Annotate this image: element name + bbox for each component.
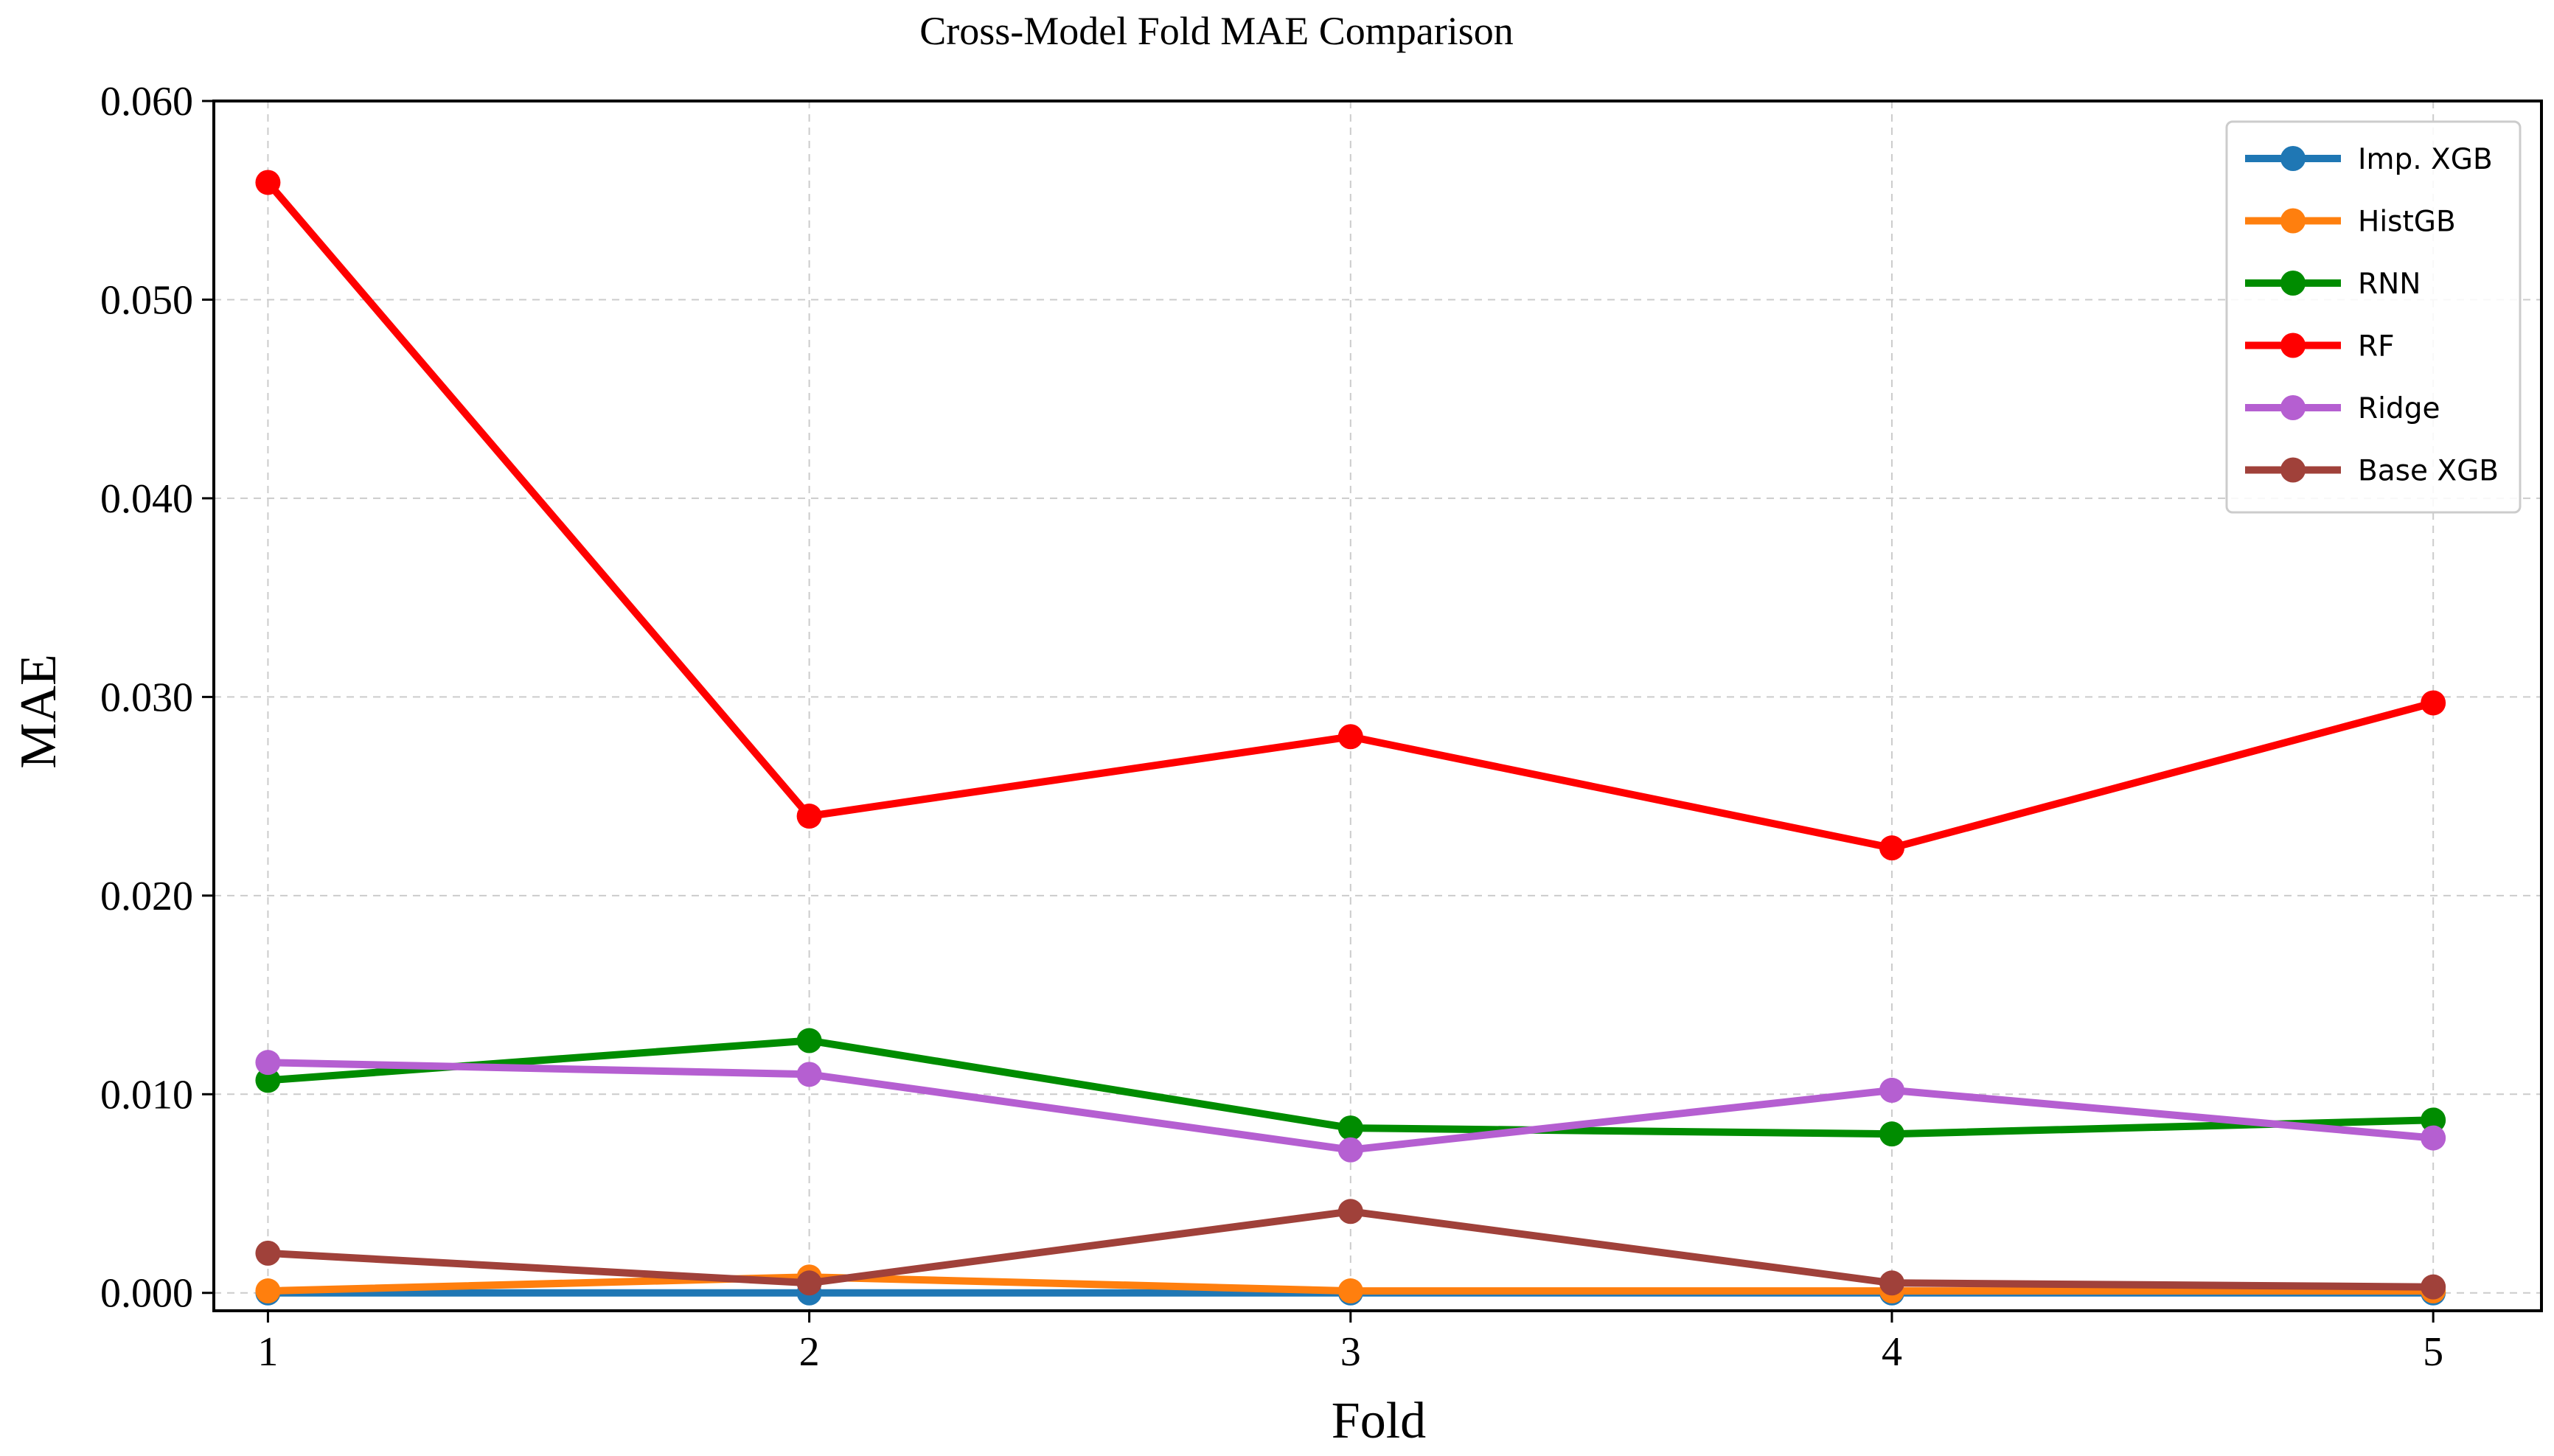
legend-label: RF [2358, 330, 2395, 363]
legend-label: Ridge [2358, 392, 2440, 425]
series-base-xgb [255, 1199, 2446, 1300]
data-point-histgb [255, 1278, 281, 1304]
y-axis-label: MAE [10, 654, 67, 769]
data-point-base-xgb [2421, 1274, 2446, 1300]
legend-item: Base XGB [2245, 455, 2499, 488]
legend-swatch-marker [2280, 395, 2306, 420]
data-point-rnn [1879, 1121, 1904, 1147]
y-axis: 0.000 0.010 0.020 0.030 0.040 0.050 0.060 [100, 79, 214, 1317]
data-point-ridge [2421, 1125, 2446, 1151]
series-rf [255, 170, 2446, 861]
legend-box [2225, 120, 2522, 514]
legend-label: Base XGB [2358, 455, 2499, 488]
y-tick-label: 0.030 [100, 675, 193, 720]
data-point-rnn [255, 1067, 281, 1093]
x-tick-label: 4 [1882, 1329, 1902, 1375]
legend-swatch-marker [2280, 457, 2306, 483]
x-tick-label: 5 [2423, 1329, 2443, 1375]
data-point-rnn [1337, 1115, 1363, 1141]
legend-swatch-marker [2280, 271, 2306, 296]
legend: Imp. XGB HistGB RNN RF Ridge Base XGB [2225, 120, 2522, 514]
series-ridge [255, 1050, 2446, 1163]
y-tick-label: 0.000 [100, 1271, 193, 1317]
y-tick-label: 0.020 [100, 874, 193, 919]
legend-label: Imp. XGB [2358, 143, 2493, 176]
y-tick-label: 0.060 [100, 79, 193, 125]
data-point-base-xgb [1879, 1270, 1904, 1296]
x-axis: 1 2 3 4 5 [257, 1311, 2443, 1375]
y-tick-label: 0.040 [100, 476, 193, 522]
data-point-base-xgb [796, 1270, 822, 1296]
data-point-rf [1337, 724, 1363, 750]
data-point-rf [2421, 690, 2446, 716]
data-point-base-xgb [1337, 1199, 1363, 1225]
legend-swatch-marker [2280, 146, 2306, 171]
legend-item: RNN [2245, 268, 2421, 301]
plot-frame [212, 100, 2543, 1312]
series-rnn [255, 1028, 2446, 1147]
data-point-ridge [255, 1050, 281, 1076]
data-point-base-xgb [255, 1240, 281, 1266]
data-point-rf [255, 170, 281, 195]
legend-swatch-marker [2280, 332, 2306, 358]
data-point-histgb [1337, 1278, 1363, 1304]
series-layer [255, 170, 2446, 1306]
legend-item: Ridge [2245, 392, 2440, 425]
data-point-ridge [1879, 1077, 1904, 1103]
legend-item: Imp. XGB [2245, 143, 2493, 176]
y-tick-label: 0.010 [100, 1072, 193, 1118]
legend-item: RF [2245, 330, 2395, 363]
x-axis-label: Fold [1332, 1393, 1426, 1449]
x-tick-label: 2 [799, 1329, 820, 1375]
data-point-rf [796, 804, 822, 829]
data-point-ridge [796, 1062, 822, 1087]
x-tick-label: 1 [257, 1329, 278, 1375]
data-point-ridge [1337, 1137, 1363, 1163]
legend-label: RNN [2358, 268, 2421, 301]
chart-title: Cross-Model Fold MAE Comparison [919, 9, 1514, 53]
legend-label: HistGB [2358, 206, 2456, 239]
y-tick-label: 0.050 [100, 277, 193, 323]
legend-item: HistGB [2245, 206, 2456, 239]
data-point-rnn [2421, 1107, 2446, 1133]
x-tick-label: 3 [1340, 1329, 1361, 1375]
legend-swatch-marker [2280, 208, 2306, 234]
data-point-rnn [796, 1028, 822, 1053]
data-point-rf [1879, 835, 1904, 861]
